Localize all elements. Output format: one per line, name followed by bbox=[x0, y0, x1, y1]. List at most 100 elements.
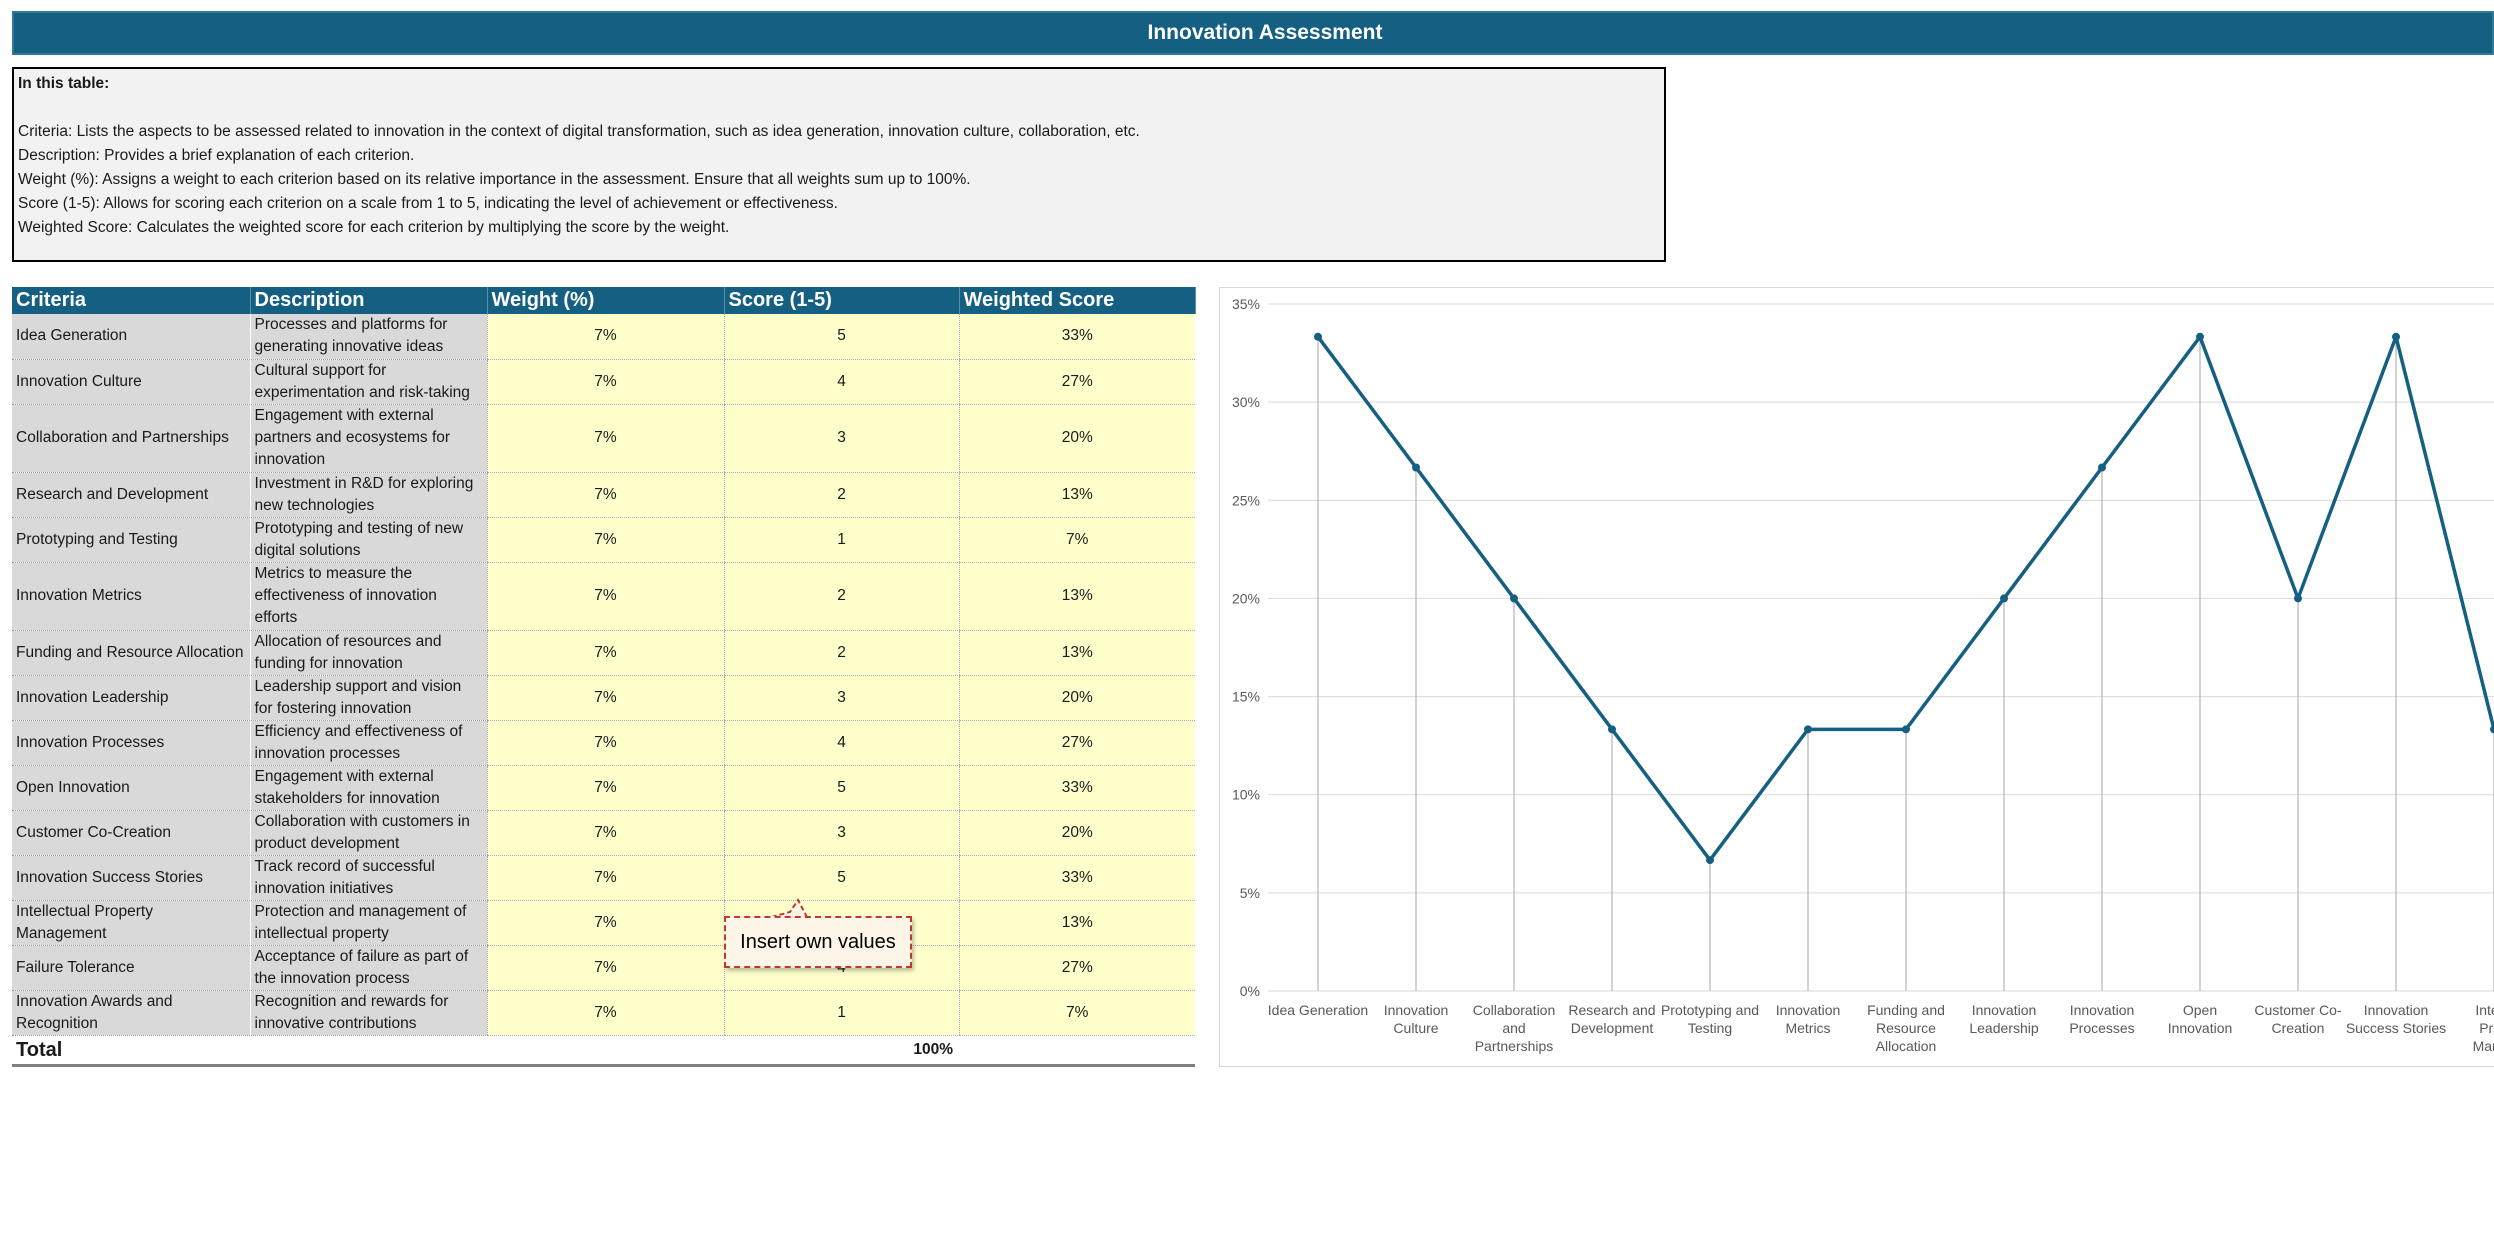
table-row: Idea Generation Processes and platforms f… bbox=[12, 314, 1195, 360]
score-cell[interactable]: 2 bbox=[723, 472, 959, 518]
instruction-line: Score (1-5): Allows for scoring each cri… bbox=[18, 195, 838, 212]
header-weighted-score[interactable]: Weighted Score bbox=[959, 287, 1196, 314]
criteria-cell[interactable]: Funding and Resource Allocation bbox=[12, 630, 251, 676]
description-cell[interactable]: Engagement with external stakeholders fo… bbox=[250, 765, 487, 811]
data-point bbox=[1412, 463, 1420, 472]
total-row: Total 100% bbox=[12, 1035, 1195, 1067]
score-cell[interactable]: 2 bbox=[723, 630, 959, 676]
table-row: Innovation Leadership Leadership support … bbox=[12, 675, 1195, 721]
table-row: Prototyping and Testing Prototyping and t… bbox=[12, 517, 1195, 563]
y-tick-label: 15% bbox=[1232, 689, 1260, 705]
description-cell[interactable]: Acceptance of failure as part of the inn… bbox=[250, 945, 487, 991]
header-weight[interactable]: Weight (%) bbox=[487, 287, 725, 314]
table-row: Innovation Processes Efficiency and effec… bbox=[12, 720, 1195, 766]
x-tick-label: Innovation Success Stories bbox=[2346, 1002, 2446, 1036]
y-tick-label: 5% bbox=[1240, 885, 1260, 901]
header-criteria[interactable]: Criteria bbox=[12, 287, 251, 314]
header-description[interactable]: Description bbox=[250, 287, 488, 314]
x-tick-label: Funding and Resource Allocation bbox=[1867, 1002, 1945, 1054]
score-cell[interactable]: 1 bbox=[723, 517, 959, 563]
weight-cell[interactable]: 7% bbox=[486, 630, 724, 676]
x-tick-label: IntellePropManag bbox=[2473, 1002, 2494, 1054]
table-body: Idea Generation Processes and platforms f… bbox=[12, 314, 1195, 1036]
weight-cell[interactable]: 7% bbox=[486, 517, 724, 563]
data-point bbox=[1608, 725, 1616, 734]
description-cell[interactable]: Allocation of resources and funding for … bbox=[250, 630, 487, 676]
table-row: Intellectual Property Management Protecti… bbox=[12, 900, 1195, 946]
y-tick-label: 30% bbox=[1232, 394, 1260, 410]
x-tick-label: Customer Co-Creation bbox=[2254, 1002, 2341, 1036]
x-tick-label: Research and Development bbox=[1568, 1002, 1655, 1036]
score-cell[interactable]: 3 bbox=[723, 810, 959, 856]
weight-cell[interactable]: 7% bbox=[486, 900, 724, 946]
table-row: Open Innovation Engagement with external … bbox=[12, 765, 1195, 811]
criteria-cell[interactable]: Research and Development bbox=[12, 472, 251, 518]
score-cell[interactable]: 5 bbox=[723, 765, 959, 811]
description-cell[interactable]: Leadership support and vision for foster… bbox=[250, 675, 487, 721]
criteria-cell[interactable]: Failure Tolerance bbox=[12, 945, 251, 991]
weight-cell[interactable]: 7% bbox=[486, 314, 724, 360]
data-point bbox=[2000, 594, 2008, 603]
criteria-cell[interactable]: Innovation Processes bbox=[12, 720, 251, 766]
weight-cell[interactable]: 7% bbox=[486, 810, 724, 856]
instruction-line: Description: Provides a brief explanatio… bbox=[18, 147, 415, 164]
description-cell[interactable]: Metrics to measure the effectiveness of … bbox=[250, 562, 487, 631]
weight-cell[interactable]: 7% bbox=[486, 990, 724, 1036]
weighted-score-cell: 7% bbox=[958, 517, 1195, 563]
score-cell[interactable]: 5 bbox=[723, 855, 959, 901]
score-cell[interactable]: 3 bbox=[723, 404, 959, 473]
description-cell[interactable]: Track record of successful innovation in… bbox=[250, 855, 487, 901]
total-weight[interactable]: 100% bbox=[487, 1035, 959, 1067]
criteria-cell[interactable]: Open Innovation bbox=[12, 765, 251, 811]
criteria-cell[interactable]: Customer Co-Creation bbox=[12, 810, 251, 856]
x-tick-label: Collaboration and Partnerships bbox=[1473, 1002, 1556, 1054]
criteria-cell[interactable]: Innovation Awards and Recognition bbox=[12, 990, 251, 1036]
score-cell[interactable]: 1 bbox=[723, 990, 959, 1036]
data-point bbox=[2392, 332, 2400, 341]
criteria-cell[interactable]: Innovation Success Stories bbox=[12, 855, 251, 901]
x-tick-label: Innovation Leadership bbox=[1969, 1002, 2038, 1036]
y-tick-label: 0% bbox=[1240, 983, 1260, 999]
score-cell[interactable]: 4 bbox=[723, 359, 959, 405]
line-chart[interactable]: 0% 5% 10% 15% 20% 25% 30% 35% Idea Generation Inn… bbox=[1219, 287, 2494, 1067]
y-tick-label: 20% bbox=[1232, 590, 1260, 606]
description-cell[interactable]: Processes and platforms for generating i… bbox=[250, 314, 487, 360]
criteria-cell[interactable]: Innovation Metrics bbox=[12, 562, 251, 631]
weight-cell[interactable]: 7% bbox=[486, 472, 724, 518]
description-cell[interactable]: Engagement with external partners and ec… bbox=[250, 404, 487, 473]
weight-cell[interactable]: 7% bbox=[486, 720, 724, 766]
weight-cell[interactable]: 7% bbox=[486, 404, 724, 473]
score-cell[interactable]: 3 bbox=[723, 675, 959, 721]
description-cell[interactable]: Investment in R&D for exploring new tech… bbox=[250, 472, 487, 518]
score-cell[interactable]: 5 bbox=[723, 314, 959, 360]
criteria-cell[interactable]: Innovation Leadership bbox=[12, 675, 251, 721]
insert-values-callout[interactable]: Insert own values bbox=[724, 916, 912, 968]
weight-cell[interactable]: 7% bbox=[486, 359, 724, 405]
weight-cell[interactable]: 7% bbox=[486, 765, 724, 811]
score-cell[interactable]: 4 bbox=[723, 720, 959, 766]
weight-cell[interactable]: 7% bbox=[486, 855, 724, 901]
weight-cell[interactable]: 7% bbox=[486, 945, 724, 991]
criteria-cell[interactable]: Collaboration and Partnerships bbox=[12, 404, 251, 473]
weighted-score-cell: 13% bbox=[958, 630, 1195, 676]
criteria-cell[interactable]: Innovation Culture bbox=[12, 359, 251, 405]
weight-cell[interactable]: 7% bbox=[486, 562, 724, 631]
description-cell[interactable]: Efficiency and effectiveness of innovati… bbox=[250, 720, 487, 766]
description-cell[interactable]: Cultural support for experimentation and… bbox=[250, 359, 487, 405]
description-cell[interactable]: Collaboration with customers in product … bbox=[250, 810, 487, 856]
description-cell[interactable]: Recognition and rewards for innovative c… bbox=[250, 990, 487, 1036]
criteria-cell[interactable]: Idea Generation bbox=[12, 314, 251, 360]
table-row: Customer Co-Creation Collaboration with c… bbox=[12, 810, 1195, 856]
header-score[interactable]: Score (1-5) bbox=[724, 287, 960, 314]
weighted-score-cell: 13% bbox=[958, 472, 1195, 518]
score-cell[interactable]: 2 bbox=[723, 562, 959, 631]
criteria-cell[interactable]: Prototyping and Testing bbox=[12, 517, 251, 563]
data-point bbox=[1706, 856, 1714, 865]
description-cell[interactable]: Protection and management of intellectua… bbox=[250, 900, 487, 946]
description-cell[interactable]: Prototyping and testing of new digital s… bbox=[250, 517, 487, 563]
table-row: Failure Tolerance Acceptance of failure a… bbox=[12, 945, 1195, 991]
data-point bbox=[2196, 332, 2204, 341]
weight-cell[interactable]: 7% bbox=[486, 675, 724, 721]
criteria-cell[interactable]: Intellectual Property Management bbox=[12, 900, 251, 946]
weighted-score-cell: 33% bbox=[958, 855, 1195, 901]
